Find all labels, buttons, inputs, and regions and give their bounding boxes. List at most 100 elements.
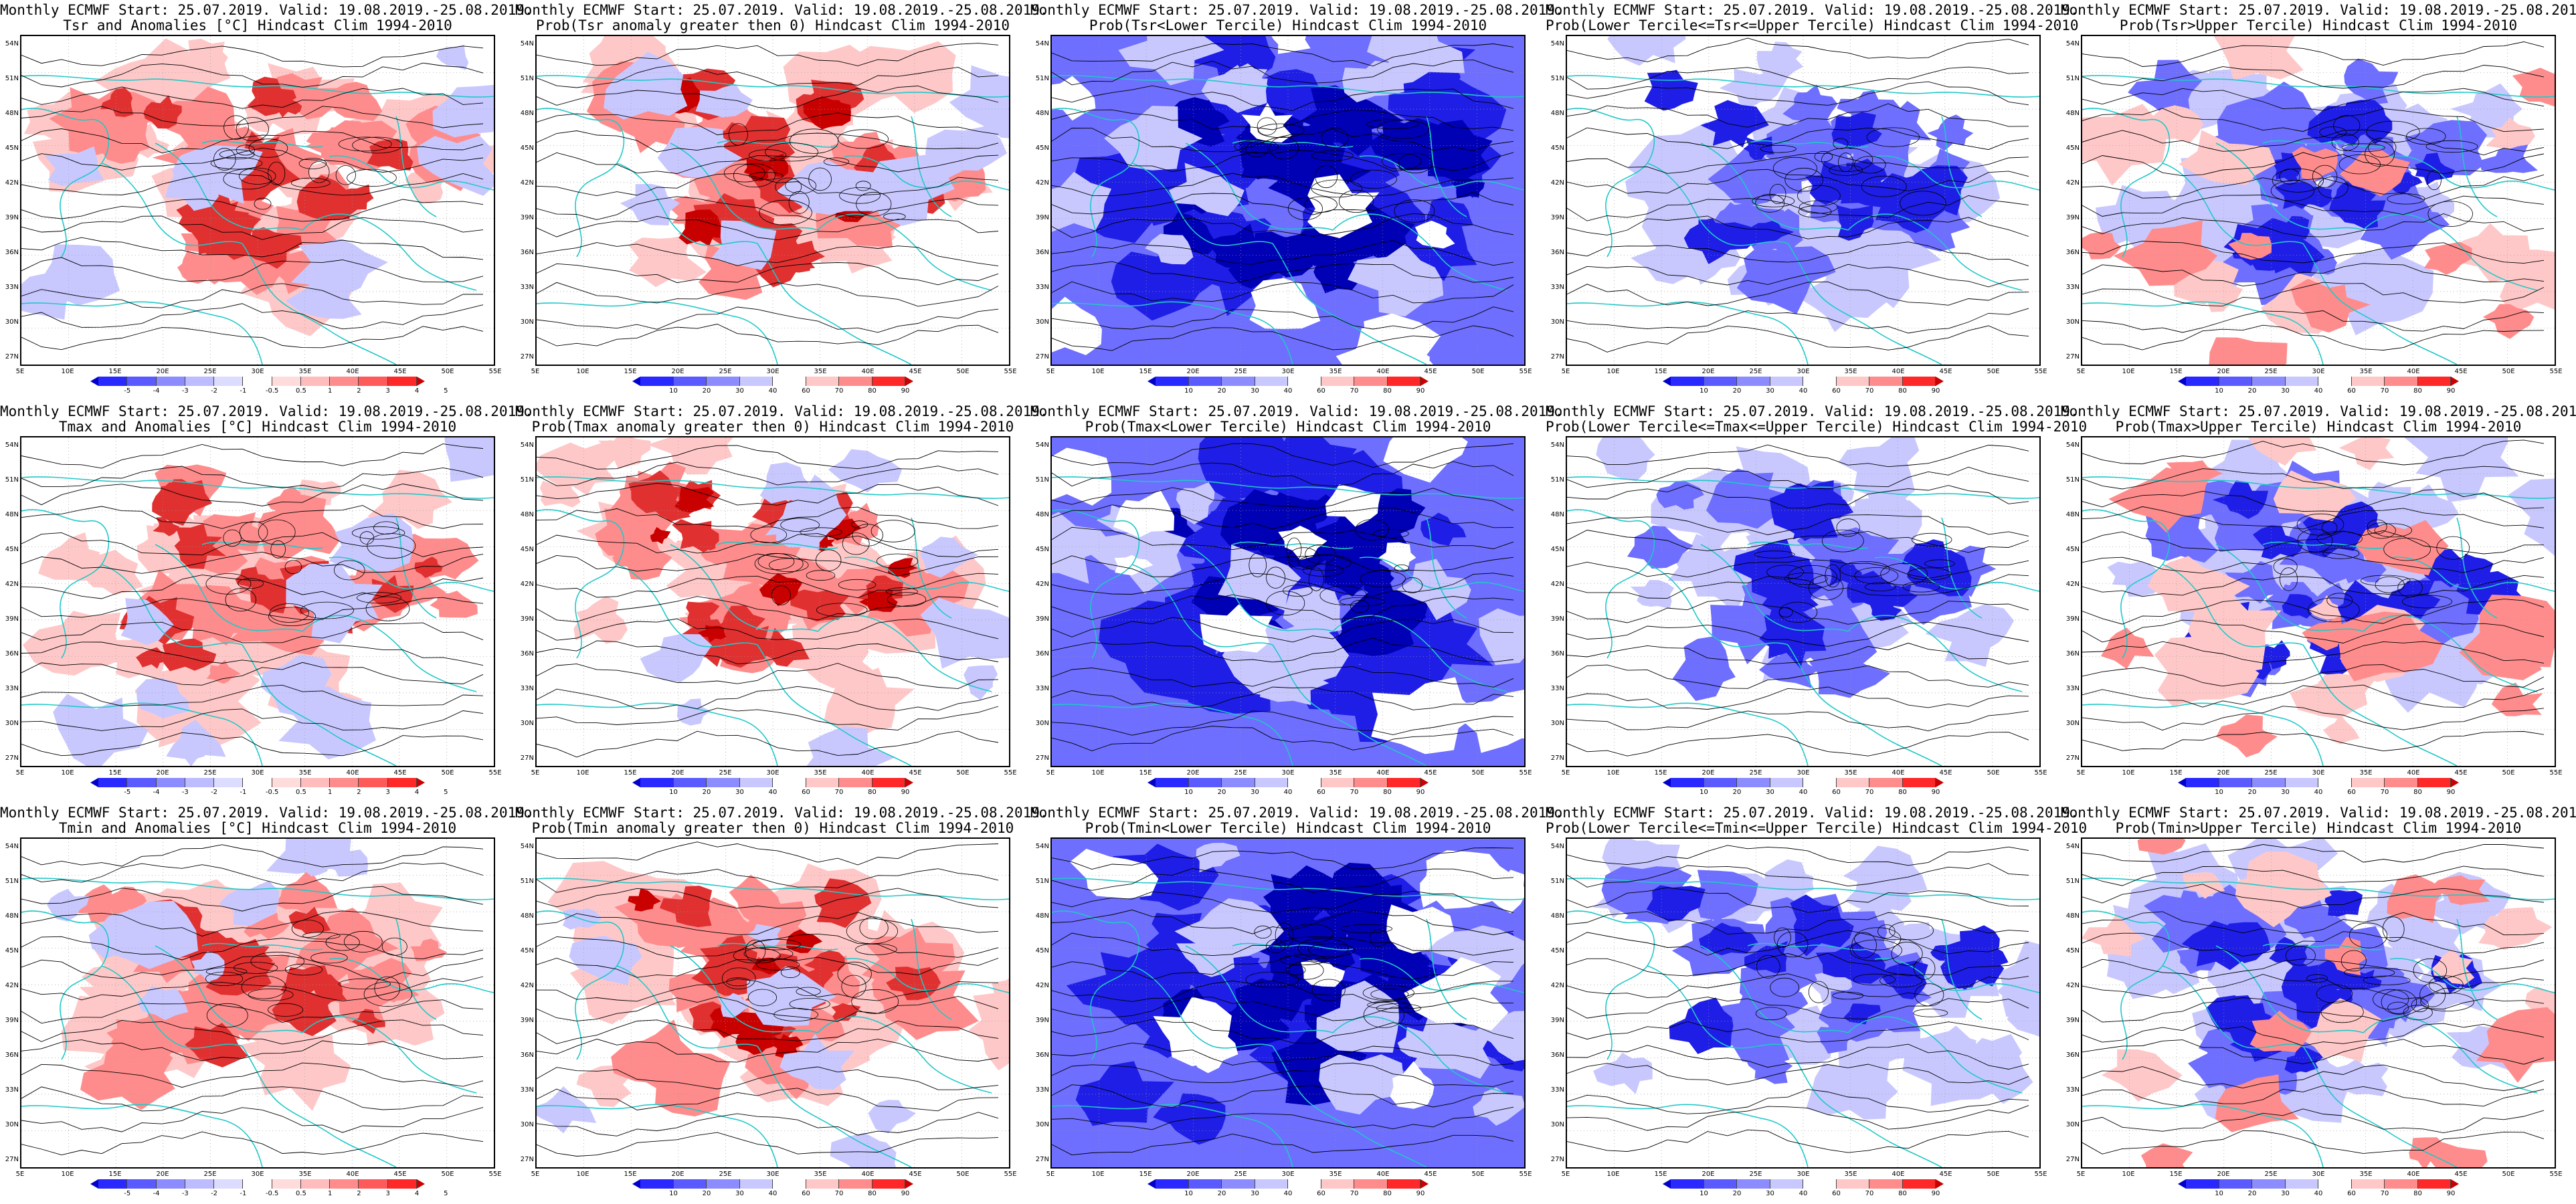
temperature-contour (302, 932, 341, 940)
colorbar-tick-label: 3 (385, 1190, 390, 1197)
panel-title-variable: Prob(Tsr<Lower Tercile) Hindcast Clim 19… (1089, 17, 1487, 33)
longitude-label: 25E (1234, 368, 1247, 375)
colorbar-tick-label: 30 (2281, 789, 2290, 796)
temperature-contour (310, 952, 348, 964)
colorbar-segment (872, 377, 905, 386)
temperature-contour (2338, 154, 2381, 175)
temperature-contour (21, 443, 484, 469)
coastline (1941, 116, 1983, 217)
panel-title-start: Monthly ECMWF Start: 25.07.2019. Valid: … (1030, 2, 1564, 18)
temperature-contour (1567, 642, 2029, 665)
longitude-label: 15E (1139, 1171, 1152, 1178)
colorbar-segment (243, 778, 272, 787)
colorbar-segment (1354, 377, 1388, 386)
latitude-label: 48N (1035, 110, 1049, 117)
colorbar-arrow-left (1663, 377, 1671, 386)
latitude-label: 39N (1550, 214, 1564, 221)
temperature-contour (1297, 938, 1349, 959)
colorbar-ticks: 10 20 30 40 60 70 80 90 (1156, 789, 1424, 798)
shaded-field (828, 449, 903, 492)
colorbar-tick-label: 20 (1732, 789, 1742, 796)
longitude-label: 55E (2034, 368, 2047, 375)
temperature-contour (1836, 518, 1860, 537)
temperature-contour (2082, 575, 2545, 597)
temperature-contour (537, 112, 999, 136)
shaded-field (2209, 337, 2288, 365)
longitude-label: 10E (1606, 1171, 1620, 1178)
shaded-field (1656, 480, 1704, 510)
temperature-contour (1362, 985, 1414, 1001)
temperature-contour (2403, 1005, 2433, 1021)
temperature-contour (1778, 601, 1818, 623)
latitude-label: 48N (5, 912, 19, 920)
colorbar-tick-label: -0.5 (265, 1190, 279, 1197)
shaded-field (2323, 714, 2360, 744)
longitude-label: 45E (1424, 368, 1437, 375)
shaded-field (272, 988, 337, 1036)
colorbar-arrow-right (905, 778, 913, 787)
shaded-field (215, 945, 264, 977)
latitude-label: 30N (5, 1121, 19, 1128)
shaded-field (1762, 585, 1819, 624)
temperature-contour (796, 987, 821, 997)
longitude-label: 10E (1091, 769, 1105, 777)
shaded-field (2209, 1058, 2258, 1096)
temperature-contour (537, 888, 999, 909)
colorbar-tick-label: 10 (1184, 387, 1193, 395)
latitude-label: 27N (1550, 755, 1564, 762)
colorbar-segment (773, 377, 806, 386)
temperature-contour (2082, 959, 2545, 980)
colorbar-tick-label: 90 (1931, 1190, 1940, 1197)
longitude-label: 20E (1186, 368, 1200, 375)
coastline (21, 476, 494, 499)
temperature-contour (1052, 43, 1514, 67)
colorbar-segment (2351, 1179, 2385, 1189)
shaded-field (1817, 1021, 1851, 1054)
latitude-label: 45N (2065, 144, 2080, 152)
colorbar-segment (1770, 778, 1803, 787)
coastline (1700, 544, 1849, 632)
shaded-field (2212, 480, 2268, 519)
longitude-label: 40E (1376, 1171, 1390, 1178)
temperature-contour (352, 136, 403, 154)
temperature-contour (1755, 1007, 1787, 1021)
latitude-label: 45N (2065, 546, 2080, 553)
temperature-contour (1833, 138, 1849, 149)
shaded-field (2304, 248, 2337, 275)
forecast-panel: Monthly ECMWF Start: 25.07.2019. Valid: … (1030, 0, 1564, 401)
shaded-field (100, 118, 150, 164)
coastline (101, 564, 243, 647)
shaded-field (1630, 580, 1675, 609)
temperature-contour (733, 163, 775, 188)
temperature-contour (800, 527, 842, 537)
colorbar-tick-label: 10 (1699, 387, 1708, 395)
shaded-field (2482, 304, 2535, 339)
shaded-field (1262, 492, 1311, 531)
temperature-contour (1052, 686, 1514, 710)
temperature-contour (1567, 887, 2029, 913)
temperature-contour (2082, 866, 2545, 886)
longitude-label: 55E (1519, 769, 1532, 777)
temperature-contour (1266, 591, 1305, 616)
temperature-contour (1052, 637, 1514, 663)
coastline (817, 213, 992, 291)
shaded-field (1806, 1061, 1898, 1120)
map-canvas (1052, 36, 1524, 365)
colorbar-tick-label: 10 (1699, 1190, 1708, 1197)
shaded-field (238, 1035, 351, 1111)
longitude-label: 40E (346, 368, 359, 375)
colorbar-arrow-right (416, 1179, 425, 1189)
shaded-field (1122, 965, 1170, 999)
shaded-field (1069, 848, 1159, 899)
longitude-label: 55E (2034, 769, 2047, 777)
temperature-contour (1249, 553, 1267, 577)
temperature-contour (750, 526, 788, 543)
temperature-contour (2082, 108, 2545, 132)
coastline (2389, 155, 2555, 191)
temperature-contour (2082, 530, 2545, 555)
temperature-contour (2341, 143, 2385, 153)
colorbar-tick-label: 30 (1766, 1190, 1774, 1197)
shaded-field (2302, 615, 2354, 651)
longitude-label: 55E (488, 368, 502, 375)
temperature-contour (823, 157, 850, 167)
